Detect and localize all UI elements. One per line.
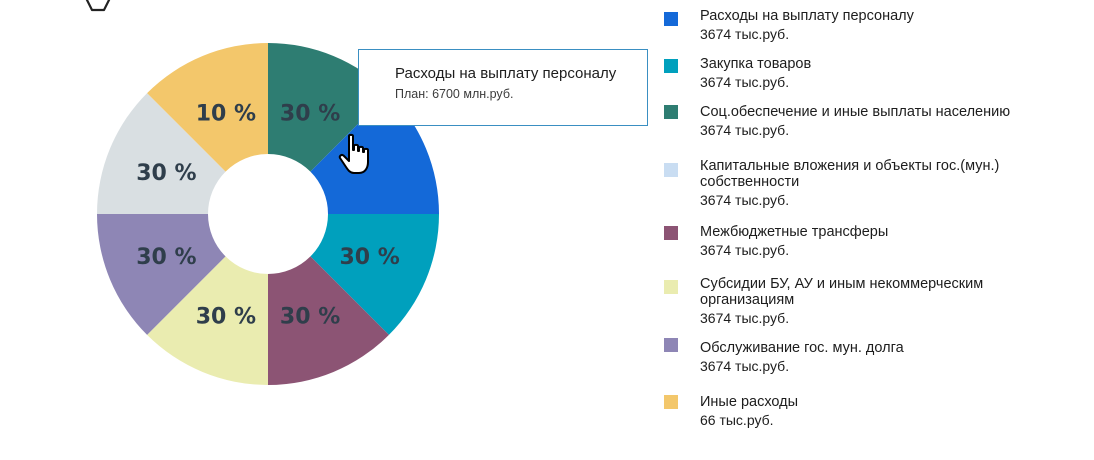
legend-swatch [664, 163, 678, 177]
pie-slice-5[interactable] [147, 256, 268, 385]
legend-value: 3674 тыс.руб. [700, 26, 790, 42]
legend-swatch [664, 105, 678, 119]
slice-label-1: 30 % [280, 101, 340, 126]
legend-value: 3674 тыс.руб. [700, 122, 790, 138]
legend-swatch [664, 12, 678, 26]
legend-value: 3674 тыс.руб. [700, 192, 790, 208]
legend-value: 3674 тыс.руб. [700, 310, 790, 326]
pie-slice-3[interactable] [310, 214, 439, 335]
legend-name: Межбюджетные трансферы [700, 224, 889, 240]
legend-name: Обслуживание гос. мун. долга [700, 340, 904, 356]
slice-label-3: 30 % [339, 245, 399, 270]
pie-slice-4[interactable] [268, 256, 389, 385]
legend-swatch [664, 395, 678, 409]
legend-swatch [664, 280, 678, 294]
legend-swatch [664, 59, 678, 73]
legend-name: Капитальные вложения и объекты гос.(мун.… [700, 158, 1000, 190]
pie-slice-7[interactable] [97, 93, 226, 214]
legend-name: Соц.обеспечение и иные выплаты населению [700, 104, 1011, 120]
legend-name: Субсидии БУ, АУ и иным некоммерческим ор… [700, 276, 984, 308]
pie-slice-6[interactable] [97, 214, 226, 335]
legend-value: 3674 тыс.руб. [700, 358, 790, 374]
legend-name: Расходы на выплату персоналу [700, 8, 914, 24]
slice-label-7: 30 % [136, 161, 196, 186]
legend-value: 3674 тыс.руб. [700, 74, 790, 90]
slice-label-6: 30 % [136, 245, 196, 270]
legend-value: 3674 тыс.руб. [700, 242, 790, 258]
legend-value: 66 тыс.руб. [700, 412, 774, 428]
hexagon-icon [85, 0, 111, 12]
slice-label-5: 30 % [196, 305, 256, 330]
legend-name: Иные расходы [700, 394, 799, 410]
slice-label-4: 30 % [280, 305, 340, 330]
slice-label-8: 10 % [196, 101, 256, 126]
chart-tooltip: Расходы на выплату персоналу План: 6700 … [358, 49, 648, 126]
legend-swatch [664, 338, 678, 352]
legend-swatch [664, 226, 678, 240]
legend-name: Закупка товаров [700, 56, 812, 72]
tooltip-subtitle: План: 6700 млн.руб. [395, 87, 514, 101]
tooltip-title: Расходы на выплату персоналу [395, 65, 617, 82]
hand-cursor-icon [338, 133, 369, 174]
pie-slice-8[interactable] [147, 43, 268, 172]
donut-chart: 30 % 30 % 30 % 30 % 30 % 30 % 10 % [97, 43, 439, 385]
